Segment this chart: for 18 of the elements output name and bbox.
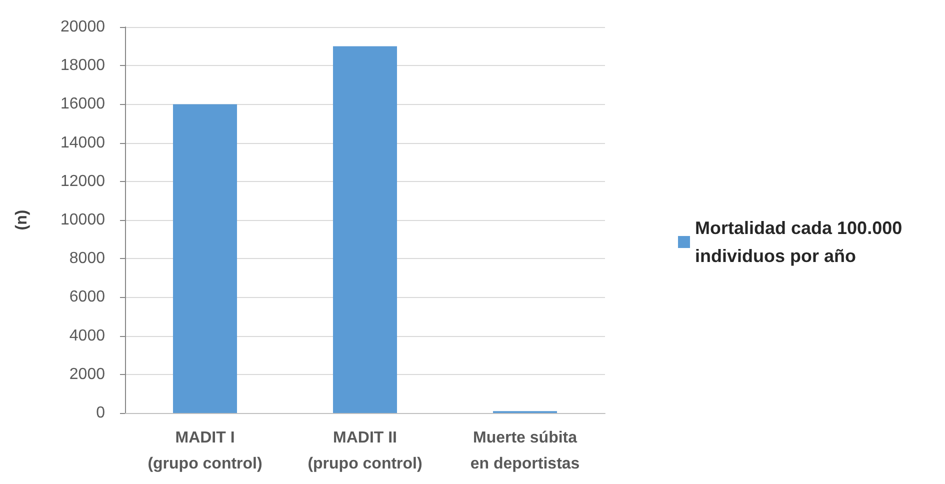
- y-tick-label: 18000: [60, 57, 106, 74]
- y-tick-label: 10000: [60, 212, 106, 228]
- bar: [333, 46, 397, 413]
- bar: [173, 104, 237, 413]
- y-tick-label: 14000: [60, 134, 106, 152]
- x-tick-label: MADIT I (grupo control): [148, 430, 262, 472]
- y-tick-label: 4000: [69, 327, 106, 344]
- legend-label: Mortalidad cada 100.000 individuos por año: [695, 218, 908, 266]
- x-tick-label: MADIT II (prupo control): [308, 430, 422, 472]
- y-axis-title: (n): [14, 210, 30, 230]
- y-tick-label: 8000: [69, 250, 106, 268]
- y-tick-label: 16000: [60, 96, 106, 113]
- y-tick-label: 20000: [60, 18, 106, 36]
- y-tick-label: 2000: [69, 366, 106, 383]
- y-tick-label: 6000: [69, 288, 106, 306]
- x-tick-label: Muerte súbita en deportistas: [470, 430, 580, 472]
- y-tick-label: 12000: [60, 172, 106, 190]
- y-tick-label: 0: [96, 404, 106, 422]
